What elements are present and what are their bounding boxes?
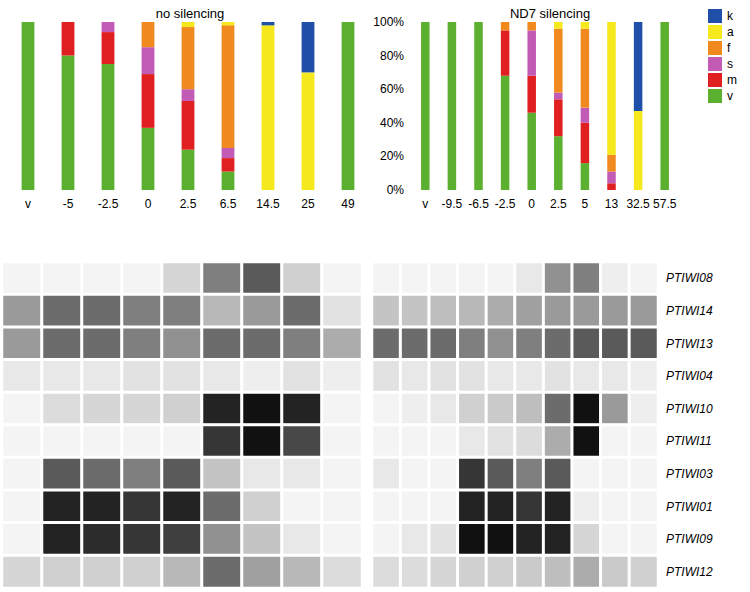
svg-text:v: v bbox=[25, 197, 31, 211]
svg-text:57.5: 57.5 bbox=[653, 197, 677, 211]
svg-text:32.5: 32.5 bbox=[626, 197, 650, 211]
svg-text:49: 49 bbox=[341, 197, 355, 211]
svg-text:m: m bbox=[727, 73, 737, 87]
svg-text:25: 25 bbox=[301, 197, 315, 211]
svg-text:no silencing: no silencing bbox=[156, 6, 225, 21]
svg-text:100%: 100% bbox=[373, 15, 404, 29]
svg-text:s: s bbox=[727, 57, 733, 71]
svg-text:PTIWI08: PTIWI08 bbox=[666, 271, 713, 285]
svg-text:-2.5: -2.5 bbox=[98, 197, 119, 211]
svg-text:k: k bbox=[727, 9, 734, 23]
svg-text:2.5: 2.5 bbox=[550, 197, 567, 211]
svg-text:20%: 20% bbox=[380, 149, 404, 163]
svg-text:60%: 60% bbox=[380, 82, 404, 96]
svg-text:PTIWI04: PTIWI04 bbox=[666, 369, 713, 383]
svg-text:PTIWI10: PTIWI10 bbox=[666, 402, 713, 416]
svg-text:14.5: 14.5 bbox=[256, 197, 280, 211]
svg-text:6.5: 6.5 bbox=[220, 197, 237, 211]
svg-text:-5: -5 bbox=[63, 197, 74, 211]
svg-text:0: 0 bbox=[145, 197, 152, 211]
svg-text:a: a bbox=[727, 25, 734, 39]
svg-text:-2.5: -2.5 bbox=[495, 197, 516, 211]
svg-text:0: 0 bbox=[528, 197, 535, 211]
svg-text:PTIWI09: PTIWI09 bbox=[666, 532, 713, 546]
svg-text:2.5: 2.5 bbox=[180, 197, 197, 211]
svg-text:f: f bbox=[727, 41, 731, 55]
svg-text:v: v bbox=[422, 197, 428, 211]
svg-text:-6.5: -6.5 bbox=[468, 197, 489, 211]
svg-text:PTIWI11: PTIWI11 bbox=[666, 434, 712, 448]
svg-text:PTIWI14: PTIWI14 bbox=[666, 304, 713, 318]
svg-text:PTIWI03: PTIWI03 bbox=[666, 467, 713, 481]
svg-text:PTIWI12: PTIWI12 bbox=[666, 565, 713, 579]
svg-text:ND7 silencing: ND7 silencing bbox=[510, 6, 590, 21]
svg-text:40%: 40% bbox=[380, 116, 404, 130]
svg-text:PTIWI13: PTIWI13 bbox=[666, 337, 713, 351]
svg-text:v: v bbox=[727, 89, 733, 103]
svg-text:-9.5: -9.5 bbox=[442, 197, 463, 211]
svg-text:0%: 0% bbox=[387, 183, 405, 197]
svg-text:5: 5 bbox=[582, 197, 589, 211]
svg-text:PTIWI01: PTIWI01 bbox=[666, 500, 713, 514]
svg-text:80%: 80% bbox=[380, 49, 404, 63]
svg-text:13: 13 bbox=[605, 197, 619, 211]
